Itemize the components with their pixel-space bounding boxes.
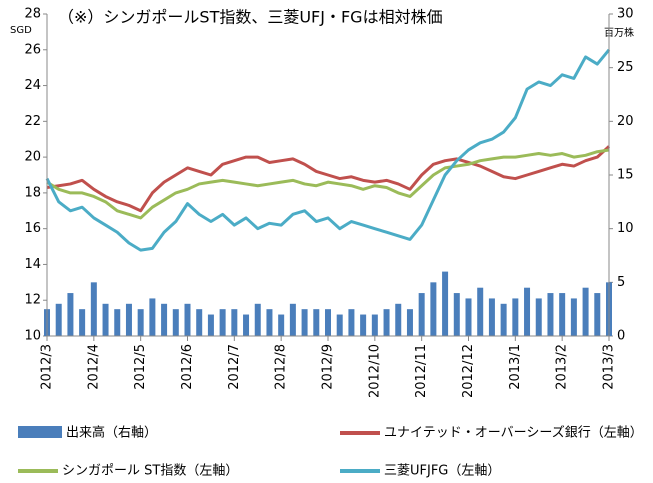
bar: [172, 309, 179, 336]
bar: [559, 293, 566, 336]
x-tick-label: 2012/3: [40, 344, 55, 390]
bar: [325, 309, 331, 336]
bar: [570, 298, 577, 336]
bar: [114, 309, 121, 336]
bar: [418, 293, 425, 336]
bar: [67, 293, 74, 336]
bar: [254, 303, 261, 336]
x-tick-label: 2013/3: [602, 344, 617, 390]
legend-label: 出来高（右軸）: [66, 425, 157, 441]
y2-tick-label: 20: [617, 114, 634, 129]
bar: [582, 287, 589, 336]
bar: [125, 303, 132, 336]
bar: [137, 309, 144, 336]
bar: [395, 303, 402, 336]
bar: [512, 298, 519, 336]
bar: [207, 314, 214, 336]
y2-tick-label: 0: [617, 329, 625, 344]
x-tick-label: 2012/6: [180, 344, 195, 390]
bar: [524, 287, 531, 336]
bar: [231, 309, 238, 336]
y2-tick-label: 30: [617, 7, 634, 22]
y2-tick-label: 5: [617, 275, 625, 290]
bar: [535, 298, 542, 336]
bar: [488, 298, 495, 336]
y-tick-label: 24: [24, 78, 41, 93]
bar: [453, 293, 460, 336]
y-tick-label: 18: [24, 185, 41, 200]
y2-tick-label: 25: [617, 60, 634, 75]
bar: [102, 303, 109, 336]
x-tick-label: 2012/5: [133, 344, 148, 390]
x-tick-label: 2013/1: [508, 344, 523, 390]
bar: [348, 309, 355, 336]
chart-title: （※）シンガポールST指数、三菱UFJ・FGは相対株価: [58, 8, 443, 27]
bar: [383, 309, 390, 336]
y2-tick-label: 10: [617, 221, 634, 236]
bar: [219, 309, 226, 336]
bar: [161, 303, 168, 336]
bar: [336, 314, 343, 336]
bar: [196, 309, 203, 336]
bar: [360, 314, 367, 336]
bar: [442, 271, 449, 336]
bar: [90, 282, 97, 336]
y-tick-label: 10: [24, 329, 41, 344]
x-tick-label: 2013/2: [555, 344, 570, 390]
line: [46, 145, 611, 213]
line: [46, 148, 610, 220]
bar: [371, 314, 378, 336]
bar: [184, 303, 191, 336]
x-tick-label: 2012/8: [274, 344, 289, 390]
x-tick-label: 2012/11: [414, 344, 429, 398]
bar: [477, 287, 484, 336]
legend-label: シンガポール ST指数（左軸）: [62, 464, 238, 479]
legend-label: ユナイテッド・オーバーシーズ銀行（左軸）: [384, 425, 643, 441]
x-tick-label: 2012/9: [321, 344, 336, 390]
line: [45, 48, 611, 252]
y-tick-label: 22: [24, 114, 41, 129]
bar: [55, 303, 62, 336]
legend-label: 三菱UFJFG（左軸）: [384, 464, 500, 479]
bar: [289, 303, 296, 336]
bar: [465, 298, 472, 336]
bar: [313, 309, 320, 336]
y-tick-label: 20: [24, 150, 41, 165]
bar: [79, 309, 86, 336]
y-tick-label: 16: [24, 221, 41, 236]
x-tick-label: 2012/4: [86, 344, 101, 390]
bar: [430, 282, 437, 336]
y-tick-label: 14: [24, 257, 41, 272]
y-axis-unit: SGD: [10, 25, 32, 36]
y-tick-label: 26: [24, 42, 41, 57]
bar: [149, 298, 156, 336]
x-tick-label: 2012/12: [461, 344, 476, 398]
y-tick-label: 12: [24, 293, 41, 308]
y2-tick-label: 15: [617, 168, 634, 183]
y2-axis-unit: 百万株: [604, 26, 634, 39]
bar: [301, 309, 308, 336]
bar: [406, 309, 413, 336]
y-tick-label: 28: [24, 7, 41, 22]
bar: [243, 314, 250, 336]
legend-swatch: [18, 426, 62, 438]
bar: [500, 303, 507, 336]
bar: [547, 293, 554, 336]
bar: [594, 293, 601, 336]
bar: [278, 314, 285, 336]
x-tick-label: 2012/7: [227, 344, 242, 390]
x-tick-label: 2012/10: [367, 344, 382, 398]
bar: [266, 309, 273, 336]
